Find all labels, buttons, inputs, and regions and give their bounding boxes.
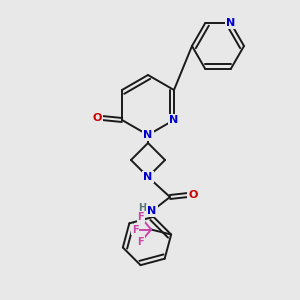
Text: O: O	[92, 113, 102, 123]
Text: N: N	[147, 206, 157, 216]
Text: N: N	[169, 115, 178, 125]
Text: N: N	[143, 130, 153, 140]
Text: H: H	[138, 203, 146, 213]
Text: N: N	[143, 172, 153, 182]
Text: O: O	[188, 190, 198, 200]
Text: F: F	[138, 212, 144, 222]
Text: F: F	[132, 224, 139, 235]
Text: N: N	[226, 19, 236, 28]
Text: F: F	[138, 237, 144, 247]
